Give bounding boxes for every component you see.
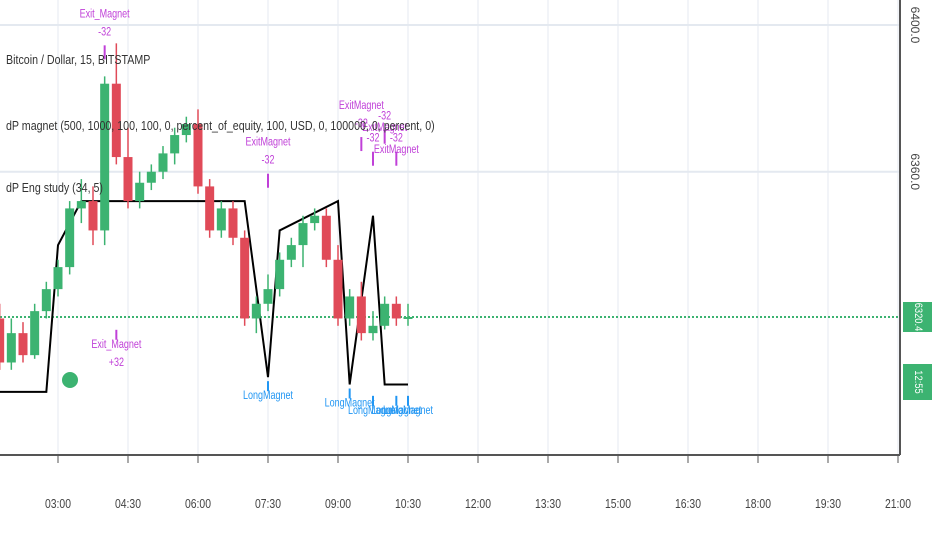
x-tick-label: 21:00 <box>885 497 911 511</box>
symbol-legend[interactable]: Bitcoin / Dollar, 15, BITSTAMP <box>6 52 151 67</box>
exit-signal-label: -32 <box>355 117 368 131</box>
candle-body <box>193 124 203 187</box>
candle-body <box>275 259 285 290</box>
long-signal-label: LongMagnet <box>383 404 433 418</box>
exit-signal-label: ExitMagnet <box>339 99 384 113</box>
candle-body <box>170 135 180 154</box>
candle-body <box>333 259 343 319</box>
candle-body <box>321 215 331 260</box>
candle-body <box>240 237 250 319</box>
candle-body <box>6 333 16 363</box>
y-tick-label: 6360.0 <box>908 153 922 190</box>
exit-signal-label: -32 <box>390 132 403 146</box>
long-signal-label: LongMagnet <box>243 389 293 403</box>
pivot-dot <box>62 372 78 388</box>
candle-body <box>88 201 98 231</box>
exit-signal-label: ExitMagnet <box>246 136 291 150</box>
chart-grid <box>0 0 900 455</box>
y-tick-label: 6400.0 <box>908 7 922 44</box>
candle-body <box>345 296 355 319</box>
candle-body <box>298 223 308 246</box>
x-tick-label: 16:30 <box>675 497 701 511</box>
x-tick-label: 15:00 <box>605 497 631 511</box>
candle-body <box>228 208 238 238</box>
last-price-tag: 6320.4 <box>903 302 932 332</box>
x-tick-label: 10:30 <box>395 497 421 511</box>
candle-body <box>286 245 296 260</box>
long-signal-label: LongMagnet <box>348 404 398 418</box>
candle-body <box>205 186 215 231</box>
countdown-tag: 12:55 <box>903 364 932 400</box>
exit-signal-label: -32 <box>378 110 391 124</box>
exit-signal-label: -32 <box>262 154 275 168</box>
candle-body <box>403 317 413 319</box>
study-legend[interactable]: dP Eng study (34, 5) <box>6 180 103 195</box>
candle-body <box>135 182 145 202</box>
exit-signal-label: Exit_Magnet <box>80 7 130 21</box>
chart-axes: 03:00 04:30 06:00 07:30 09:00 10:30 12:00 13:30… <box>0 0 922 511</box>
candle-body <box>41 289 51 312</box>
candle-body <box>100 83 110 231</box>
candle-body <box>181 124 191 136</box>
candle-body <box>216 208 226 231</box>
strategy-legend[interactable]: dP magnet (500, 1000, 100, 100, 0, perce… <box>6 118 435 133</box>
candle-body <box>158 153 168 172</box>
candle-body <box>368 325 378 334</box>
candle-body <box>0 318 5 363</box>
exit-signal-label: ExitMagnet <box>362 121 407 135</box>
candle-body <box>380 303 390 326</box>
x-tick-label: 18:00 <box>745 497 771 511</box>
exit-signal-label: Exit_Magnet <box>91 338 141 352</box>
countdown-label: 12:55 <box>911 370 924 394</box>
exit-signal-label: +32 <box>109 356 124 370</box>
candle-body <box>310 215 320 224</box>
last-price-label: 6320.4 <box>911 302 924 332</box>
signal-annotations: -32Exit_MagnetExit_Magnet+32-32ExitMagne… <box>80 7 433 417</box>
exit-signal-label: -32 <box>367 132 380 146</box>
x-tick-label: 13:30 <box>535 497 561 511</box>
candle-body <box>30 311 40 356</box>
exit-signal-label: ExitMagnet <box>374 143 419 157</box>
x-tick-label: 07:30 <box>255 497 281 511</box>
x-tick-label: 03:00 <box>45 497 71 511</box>
x-tick-label: 09:00 <box>325 497 351 511</box>
candle-body <box>391 303 401 319</box>
long-signal-label: LongMagnet <box>371 404 421 418</box>
candle-body <box>53 267 63 290</box>
candle-series <box>0 43 413 370</box>
x-tick-label: 19:30 <box>815 497 841 511</box>
x-tick-label: 04:30 <box>115 497 141 511</box>
candle-body <box>76 201 86 209</box>
candle-body <box>251 303 261 319</box>
candle-body <box>146 171 156 183</box>
candle-body <box>123 157 133 202</box>
x-tick-label: 06:00 <box>185 497 211 511</box>
candle-body <box>263 289 273 304</box>
candle-body <box>111 83 121 158</box>
x-tick-label: 12:00 <box>465 497 491 511</box>
candle-body <box>65 208 75 268</box>
long-signal-label: LongMagnet <box>325 396 375 410</box>
candle-body <box>18 333 28 356</box>
candle-body <box>356 296 366 334</box>
exit-signal-label: -32 <box>98 25 111 39</box>
